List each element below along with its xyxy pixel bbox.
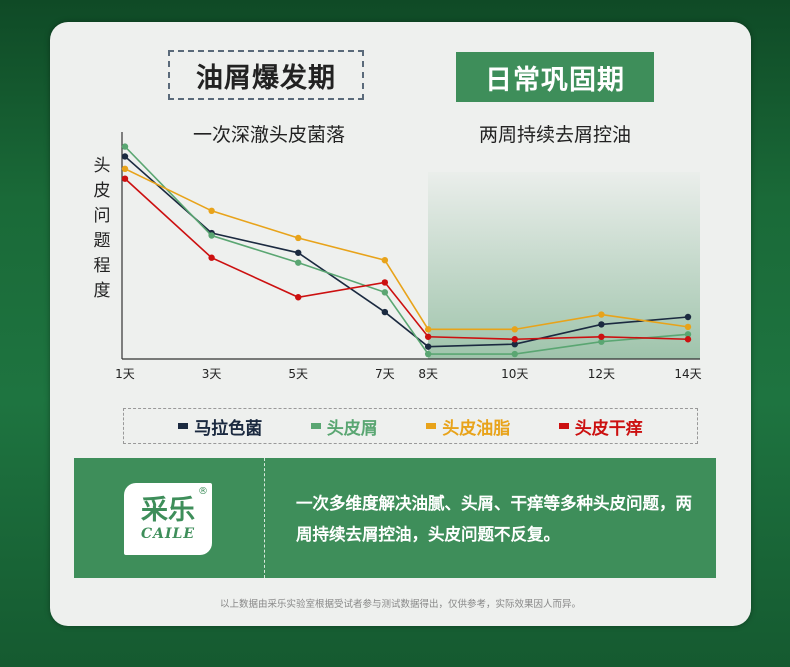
maintenance-phase-shade — [428, 172, 700, 359]
x-tick-label: 14天 — [674, 367, 701, 381]
line-chart: 1天 3天 5天 7天 8天 10天 12天 14天 — [115, 132, 702, 381]
data-point — [295, 249, 302, 256]
phase-title-maintenance: 日常巩固期 — [456, 52, 654, 102]
data-point — [121, 153, 129, 160]
legend-item-itch: 头皮干痒 — [558, 414, 643, 439]
data-point — [511, 336, 518, 343]
series-line — [124, 168, 689, 331]
y-axis-label: 头皮问题程度 — [93, 156, 111, 301]
series-line — [124, 155, 689, 348]
data-point — [684, 323, 692, 331]
x-tick-label: 10天 — [501, 367, 528, 381]
x-tick-label: 7天 — [375, 367, 395, 381]
data-point — [208, 207, 215, 214]
logo-english: CAILE — [140, 526, 196, 542]
data-point — [121, 165, 129, 173]
data-point — [424, 333, 432, 340]
legend-label: 马拉色菌 — [194, 418, 263, 439]
phase-title-outbreak: 油屑爆发期 — [168, 50, 364, 100]
data-point — [121, 175, 129, 182]
legend-item-dandruff: 头皮屑 — [310, 414, 378, 439]
info-text: 一次多维度解决油腻、头屑、干痒等多种头皮问题，两周持续去屑控油，头皮问题不反复。 — [296, 494, 692, 544]
data-point — [511, 350, 518, 358]
legend-swatch — [178, 423, 189, 429]
data-point — [684, 336, 692, 343]
series-line — [124, 146, 689, 355]
x-tick-label: 3天 — [202, 367, 222, 381]
legend-label: 头皮干痒 — [574, 418, 643, 439]
data-point — [381, 289, 389, 296]
data-point — [381, 308, 389, 316]
data-point — [598, 311, 605, 318]
series-line — [124, 178, 689, 341]
data-point — [208, 254, 215, 261]
data-point — [295, 294, 302, 301]
data-point — [684, 331, 692, 338]
chart-card: 油屑爆发期 日常巩固期 一次深澈头皮菌落 两周持续去屑控油 头皮问题程度 1天 3… — [50, 22, 751, 626]
data-point — [381, 257, 389, 264]
registered-mark: ® — [198, 486, 208, 497]
data-point — [598, 338, 605, 345]
info-divider — [264, 458, 265, 578]
logo-chinese: 采乐 — [141, 495, 195, 526]
legend-label: 头皮油脂 — [442, 418, 511, 439]
info-banner: ® 采乐 CAILE 一次多维度解决油腻、头屑、干痒等多种头皮问题，两周持续去屑… — [74, 458, 716, 578]
data-point — [424, 350, 432, 358]
legend-item-malassezia: 马拉色菌 — [178, 414, 262, 439]
legend-swatch — [426, 423, 437, 429]
data-point — [598, 321, 605, 328]
data-point — [684, 313, 692, 321]
x-tick-label: 12天 — [588, 367, 615, 381]
data-point — [424, 343, 432, 350]
data-point — [381, 279, 389, 286]
phase-subtitle-maintenance: 两周持续去屑控油 — [478, 124, 631, 146]
data-point — [424, 326, 432, 333]
data-point — [598, 333, 605, 340]
x-tick-label: 1天 — [115, 367, 135, 381]
data-point — [511, 340, 518, 348]
data-point — [295, 259, 302, 266]
legend-swatch — [558, 423, 569, 429]
brand-logo: ® 采乐 CAILE — [124, 483, 212, 555]
legend: 马拉色菌 头皮屑 头皮油脂 头皮干痒 — [123, 408, 698, 444]
data-point — [295, 234, 302, 242]
data-point — [121, 143, 129, 150]
data-point — [208, 232, 215, 239]
x-tick-label: 8天 — [418, 367, 438, 381]
x-tick-label: 5天 — [288, 367, 308, 381]
phase-subtitle-outbreak: 一次深澈头皮菌落 — [192, 124, 345, 146]
legend-label: 头皮屑 — [326, 418, 378, 439]
legend-swatch — [310, 423, 321, 429]
legend-item-oil: 头皮油脂 — [426, 414, 510, 439]
data-point — [511, 326, 518, 333]
footnote: 以上数据由采乐实验室根据受试者参与测试数据得出，仅供参考，实际效果因人而异。 — [219, 599, 581, 610]
